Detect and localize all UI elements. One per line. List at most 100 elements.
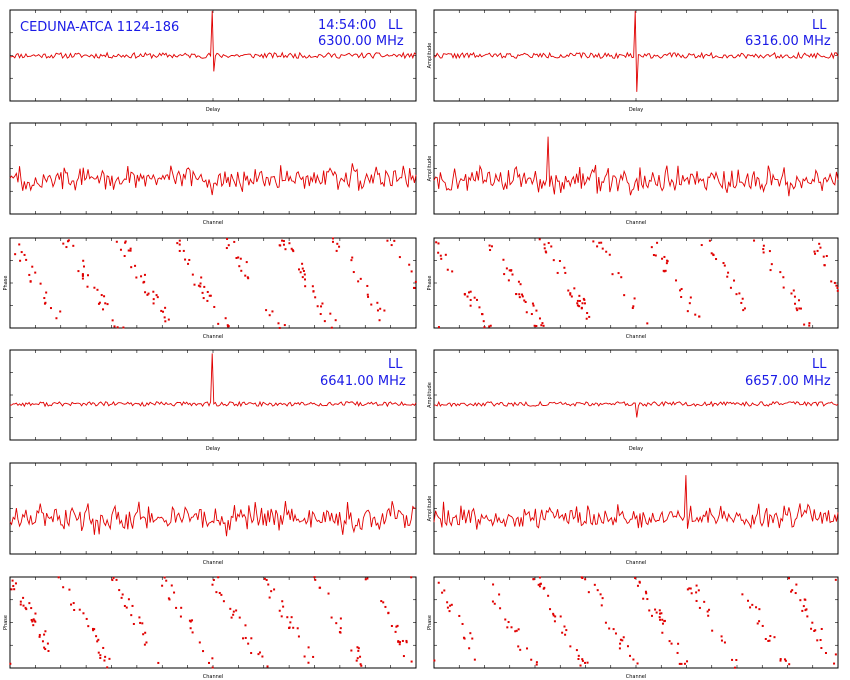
phase-point — [661, 257, 664, 260]
phase-point — [273, 588, 276, 591]
phase-point — [290, 247, 293, 250]
phase-point — [541, 322, 544, 325]
phase-point — [698, 606, 701, 609]
phase-point — [330, 326, 333, 329]
phase-point — [282, 243, 285, 246]
phase-point — [726, 275, 729, 278]
phase-point — [220, 593, 223, 596]
phase-point — [654, 608, 657, 611]
phase-point — [199, 285, 202, 288]
phase-point — [688, 302, 691, 305]
phase-point — [498, 593, 501, 596]
phase-point — [608, 253, 611, 256]
phase-point — [156, 296, 159, 299]
phase-point — [244, 636, 247, 639]
phase-point — [289, 621, 292, 624]
phase-point — [179, 615, 182, 618]
phase-point — [481, 313, 484, 316]
panel-frame — [9, 349, 417, 441]
phase-point — [119, 248, 122, 251]
panel-frame — [9, 237, 417, 329]
phase-point — [820, 647, 823, 650]
phase-point — [646, 598, 649, 601]
phase-point — [629, 654, 632, 657]
phase-point — [352, 271, 355, 274]
phase-point — [783, 658, 786, 661]
phase-point — [291, 249, 294, 252]
phase-point — [364, 578, 367, 581]
phase-point — [95, 635, 98, 638]
phase-point — [482, 320, 485, 323]
phase-point — [301, 262, 304, 265]
phase-point — [384, 605, 387, 608]
phase-point — [575, 649, 578, 652]
phase-point — [11, 579, 14, 582]
phase-point — [99, 656, 102, 659]
phase-point — [663, 255, 666, 258]
phase-point — [316, 305, 319, 308]
phase-point — [30, 607, 33, 610]
phase-point — [339, 617, 342, 620]
panel-frame — [9, 122, 417, 215]
phase-point — [806, 615, 809, 618]
phase-point — [366, 284, 369, 287]
phase-point — [301, 276, 304, 279]
phase-point — [507, 279, 510, 282]
phase-point — [238, 616, 241, 619]
phase-point — [125, 606, 128, 609]
phase-point — [502, 258, 505, 261]
phase-point — [762, 244, 765, 247]
phase-point — [506, 626, 509, 629]
phase-point — [96, 288, 99, 291]
phase-point — [244, 624, 247, 627]
phase-point — [804, 609, 807, 612]
phase-point — [622, 636, 625, 639]
phase-point — [634, 577, 637, 580]
source-title: CEDUNA-ATCA 1124-186 — [20, 20, 179, 35]
phase-point — [145, 641, 148, 644]
phase-point — [503, 273, 506, 276]
phase-point — [121, 593, 124, 596]
phase-point — [708, 239, 711, 242]
phase-point — [798, 307, 801, 310]
phase-point — [19, 259, 22, 262]
phase-point — [82, 259, 85, 262]
phase-point — [648, 609, 651, 612]
phase-point — [612, 628, 615, 631]
phase-point — [552, 259, 555, 262]
phase-point — [387, 611, 390, 614]
phase-point — [182, 249, 185, 252]
phase-point — [768, 250, 771, 253]
phase-point — [491, 600, 494, 603]
phase-point — [134, 264, 137, 267]
phase-point — [521, 293, 524, 296]
phase-point — [762, 251, 765, 254]
phase-point — [163, 316, 166, 319]
phase-point — [758, 620, 761, 623]
phase-point — [203, 285, 206, 288]
phase-point — [686, 588, 689, 591]
phase-point — [779, 659, 782, 662]
phase-point — [206, 299, 209, 302]
phase-point — [542, 324, 545, 327]
phase-point — [461, 622, 464, 625]
phase-point — [543, 247, 546, 250]
phase-point — [394, 630, 397, 633]
phase-point — [303, 278, 306, 281]
phase-point — [799, 307, 802, 310]
phase-point — [9, 662, 12, 665]
phase-point — [632, 658, 635, 661]
phase-point — [549, 608, 552, 611]
phase-point — [327, 592, 330, 595]
phase-point — [208, 294, 211, 297]
phase-point — [323, 320, 326, 323]
phase-point — [658, 609, 661, 612]
phase-point — [830, 280, 833, 283]
phase-point — [32, 618, 35, 621]
phase-point — [576, 302, 579, 305]
phase-point — [62, 242, 65, 245]
phase-point — [307, 661, 310, 664]
phase-point — [446, 268, 449, 271]
phase-point — [359, 663, 362, 666]
phase-point — [582, 297, 585, 300]
